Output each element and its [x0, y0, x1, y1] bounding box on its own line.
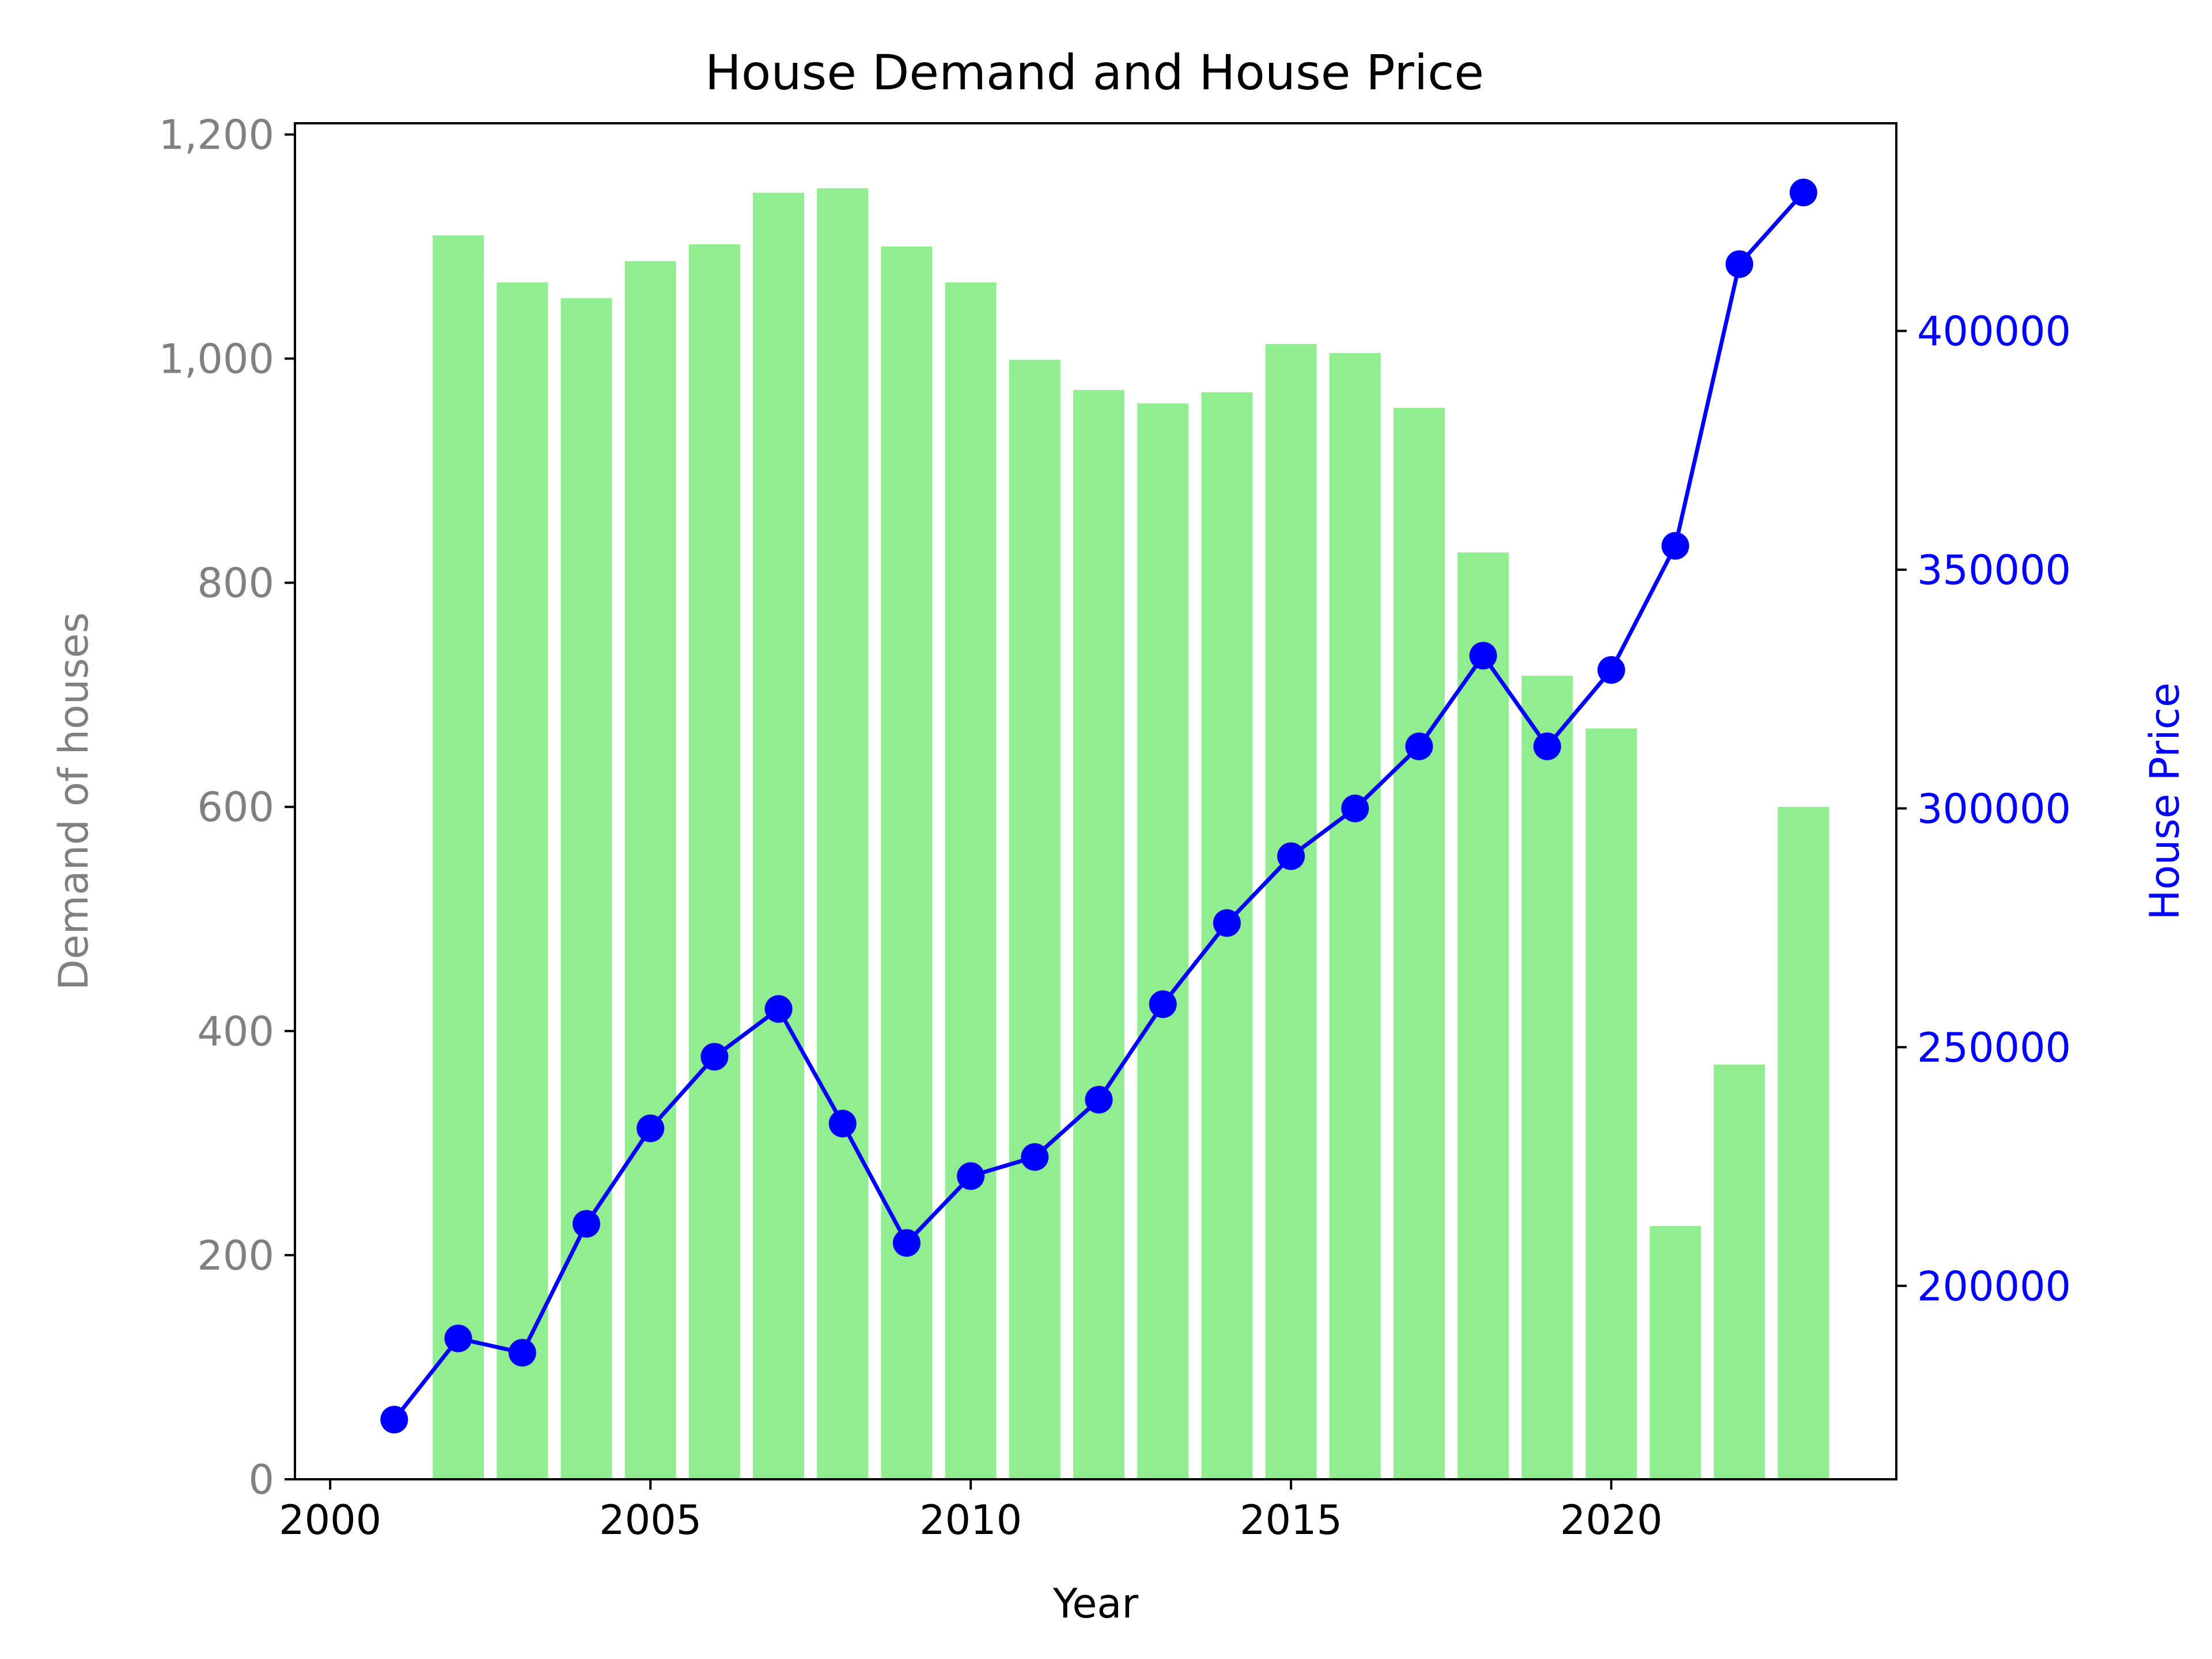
left-y-tick-label: 1,200 [159, 111, 274, 158]
price-point [1021, 1143, 1049, 1171]
left-y-axis-ticks: 0 200 400 600 800 1,000 1,200 [159, 111, 295, 1503]
bar [1073, 390, 1125, 1479]
bar [1714, 1065, 1766, 1479]
bar [624, 261, 676, 1479]
x-axis-label: Year [1052, 1580, 1138, 1627]
bar [817, 188, 869, 1479]
bar [1393, 408, 1445, 1479]
price-point [1597, 656, 1626, 684]
right-y-tick-label: 400000 [1917, 308, 2071, 355]
price-point [444, 1324, 472, 1353]
x-tick-label: 2020 [1560, 1497, 1662, 1544]
price-point [1789, 179, 1817, 207]
right-y-tick-label: 350000 [1917, 547, 2071, 594]
left-y-tick-label: 200 [197, 1232, 274, 1279]
price-point [1725, 250, 1753, 278]
bar [1137, 403, 1189, 1479]
bar [560, 298, 612, 1479]
price-point [700, 1043, 729, 1071]
price-point [572, 1210, 600, 1238]
x-tick-label: 2000 [279, 1497, 381, 1544]
left-y-tick-label: 400 [197, 1008, 274, 1055]
right-y-tick-label: 300000 [1917, 785, 2071, 832]
bar [1009, 359, 1060, 1479]
right-y-tick-label: 250000 [1917, 1024, 2071, 1071]
price-point [1085, 1086, 1113, 1114]
price-point [1149, 990, 1177, 1018]
price-point [380, 1406, 408, 1434]
left-y-tick-label: 600 [197, 784, 274, 831]
price-point [828, 1109, 857, 1138]
bar [1585, 728, 1637, 1479]
x-tick-label: 2015 [1240, 1497, 1342, 1544]
bar [1457, 552, 1509, 1479]
price-point [1533, 732, 1561, 760]
left-y-tick-label: 1,000 [159, 336, 274, 383]
left-y-tick-label: 800 [197, 560, 274, 607]
line-series-house-price [380, 179, 1817, 1434]
price-point [1213, 909, 1241, 937]
price-point [764, 995, 793, 1023]
chart-title: House Demand and House Price [705, 44, 1484, 101]
right-y-tick-label: 200000 [1917, 1263, 2071, 1310]
bar [1329, 353, 1381, 1480]
left-y-axis-label: Demand of houses [50, 612, 97, 990]
x-tick-label: 2005 [599, 1497, 702, 1544]
bar [1778, 806, 1830, 1479]
price-point [508, 1339, 536, 1367]
price-point [1405, 732, 1433, 760]
right-y-axis-ticks: 200000 250000 300000 350000 400000 [1896, 308, 2071, 1310]
price-point [1661, 532, 1690, 560]
left-y-tick-label: 0 [248, 1456, 274, 1503]
bar [433, 235, 484, 1480]
x-axis-ticks: 2000 2005 2010 2015 2020 [279, 1479, 1662, 1544]
price-point [957, 1162, 985, 1190]
bar [1521, 676, 1573, 1479]
price-point [1341, 794, 1369, 823]
bar-series-demand [433, 188, 1830, 1480]
bar [688, 244, 740, 1479]
x-tick-label: 2010 [919, 1497, 1022, 1544]
bar [881, 247, 933, 1479]
bar [1265, 344, 1317, 1479]
price-point [1277, 842, 1305, 870]
bar [1649, 1226, 1701, 1479]
price-point [637, 1114, 665, 1142]
bar [753, 192, 805, 1480]
bar [497, 282, 548, 1479]
price-point [1469, 642, 1497, 670]
right-y-axis-label: House Price [2141, 683, 2188, 920]
bar [945, 282, 997, 1479]
price-point [892, 1229, 921, 1257]
plot-frame [294, 122, 1897, 1480]
